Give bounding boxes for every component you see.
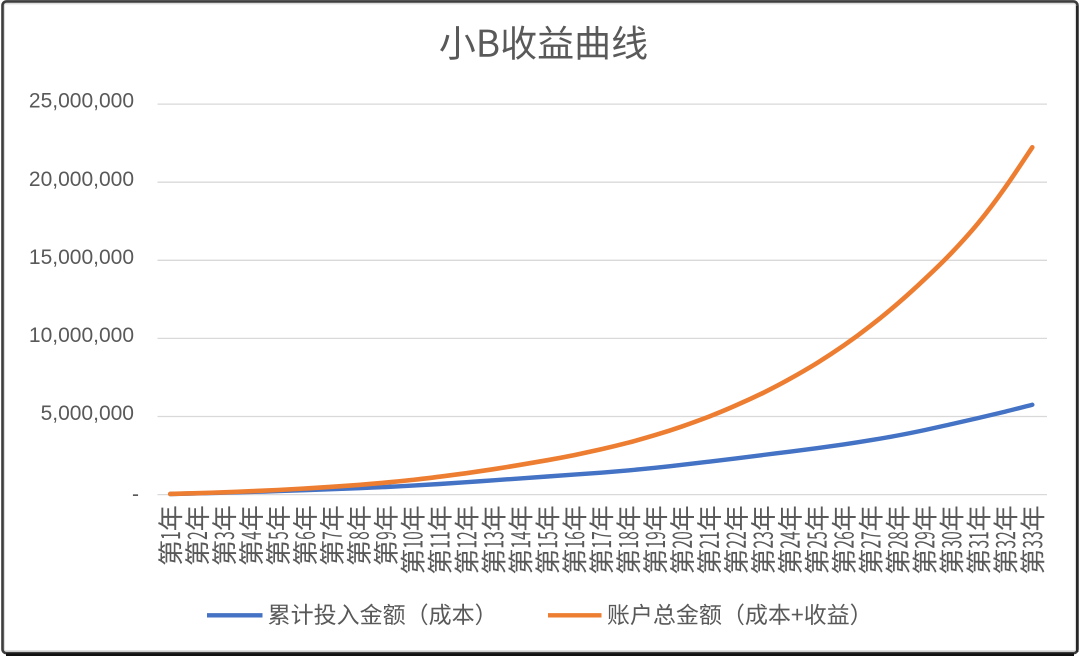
svg-text:5,000,000: 5,000,000 bbox=[41, 402, 134, 425]
svg-text:15,000,000: 15,000,000 bbox=[29, 246, 134, 269]
svg-text:20,000,000: 20,000,000 bbox=[29, 168, 134, 191]
svg-text:10,000,000: 10,000,000 bbox=[29, 324, 134, 347]
svg-text:-: - bbox=[132, 483, 139, 506]
svg-text:25,000,000: 25,000,000 bbox=[29, 90, 134, 113]
